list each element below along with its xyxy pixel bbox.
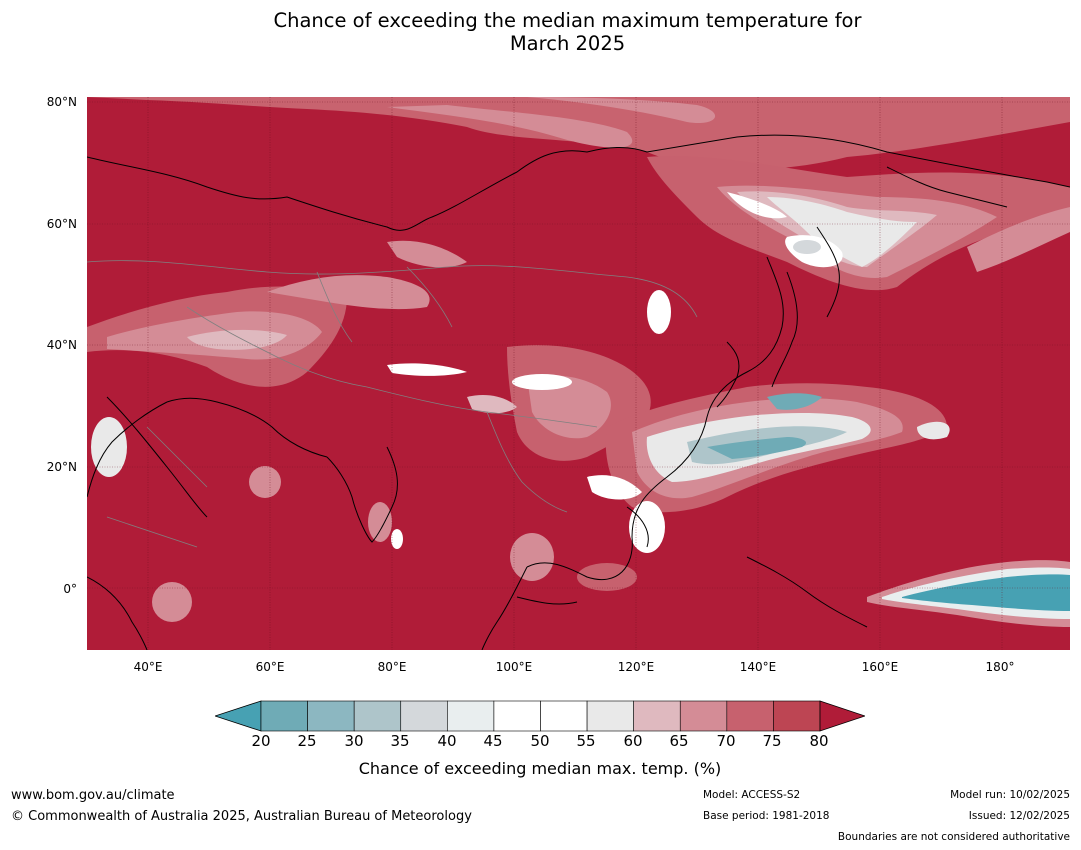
colorbar-cell (586, 700, 634, 732)
colorbar-tick-45: 45 (483, 732, 503, 750)
colorbar-svg (213, 700, 867, 732)
colorbar-tick-75: 75 (762, 732, 782, 750)
footer-model: Model: ACCESS-S2 (703, 789, 801, 801)
gridlines (87, 97, 1070, 650)
contour-central-asia (87, 240, 467, 387)
lon-label-180: 180° (985, 660, 1015, 674)
colorbar-tick-20: 20 (251, 732, 271, 750)
lon-label-160e: 160°E (861, 660, 899, 674)
colorbar-tick-35: 35 (390, 732, 410, 750)
footer-base-period: Base period: 1981-2018 (703, 810, 830, 822)
chart-title: Chance of exceeding the median maximum t… (0, 9, 1081, 55)
lon-label-80e: 80°E (377, 660, 407, 674)
lat-label-20n: 20°N (46, 460, 77, 474)
colorbar-tick-50: 50 (530, 732, 550, 750)
lon-label-40e: 40°E (133, 660, 163, 674)
contour-northeast-asia (647, 156, 1070, 291)
map-canvas (87, 97, 1070, 650)
footer-disclaimer: Boundaries are not considered authoritat… (837, 831, 1070, 843)
colorbar-tick-40: 40 (437, 732, 457, 750)
colorbar-tick-65: 65 (669, 732, 689, 750)
lat-label-0: 0° (63, 582, 77, 596)
colorbar-cell (353, 700, 402, 732)
colorbar-cell (493, 700, 541, 732)
lon-label-140e: 140°E (739, 660, 777, 674)
probability-map (87, 97, 1070, 650)
colorbar-tick-60: 60 (623, 732, 643, 750)
country-borders (87, 260, 698, 548)
lon-label-120e: 120°E (617, 660, 655, 674)
contour-western-pacific (587, 383, 950, 513)
lon-label-100e: 100°E (495, 660, 533, 674)
lon-label-60e: 60°E (255, 660, 285, 674)
footer-model-run: Model run: 10/02/2025 (950, 789, 1070, 801)
colorbar-tick-30: 30 (344, 732, 364, 750)
coastlines (87, 134, 1070, 650)
title-line-1: Chance of exceeding the median maximum t… (273, 9, 862, 32)
colorbar-cell (773, 700, 821, 732)
colorbar-cell (540, 700, 588, 732)
contour-scattered-patches (91, 290, 671, 622)
colorbar-cell (633, 700, 681, 732)
footer-issued: Issued: 12/02/2025 (968, 810, 1070, 822)
colorbar-tick-80: 80 (809, 732, 829, 750)
lat-label-60n: 60°N (46, 217, 77, 231)
colorbar-under-triangle (213, 700, 262, 732)
colorbar-over-triangle (819, 700, 867, 732)
lat-label-80n: 80°N (46, 95, 77, 109)
colorbar-tick-55: 55 (576, 732, 596, 750)
colorbar-cells (260, 700, 821, 732)
colorbar (213, 700, 867, 732)
title-line-2: March 2025 (509, 32, 626, 55)
colorbar-label: Chance of exceeding median max. temp. (%… (358, 759, 722, 778)
colorbar-tick-25: 25 (297, 732, 317, 750)
colorbar-cell (447, 700, 495, 732)
footer-copyright: © Commonwealth of Australia 2025, Austra… (11, 809, 472, 824)
colorbar-tick-70: 70 (716, 732, 736, 750)
colorbar-cell (307, 700, 355, 732)
colorbar-cell (400, 700, 448, 732)
colorbar-cell (679, 700, 728, 732)
contour-northern-band (87, 97, 1070, 170)
lat-label-40n: 40°N (46, 338, 77, 352)
colorbar-cell (726, 700, 774, 732)
contour-equatorial-pacific (867, 560, 1070, 627)
colorbar-cell (260, 700, 308, 732)
footer-website: www.bom.gov.au/climate (11, 788, 175, 803)
